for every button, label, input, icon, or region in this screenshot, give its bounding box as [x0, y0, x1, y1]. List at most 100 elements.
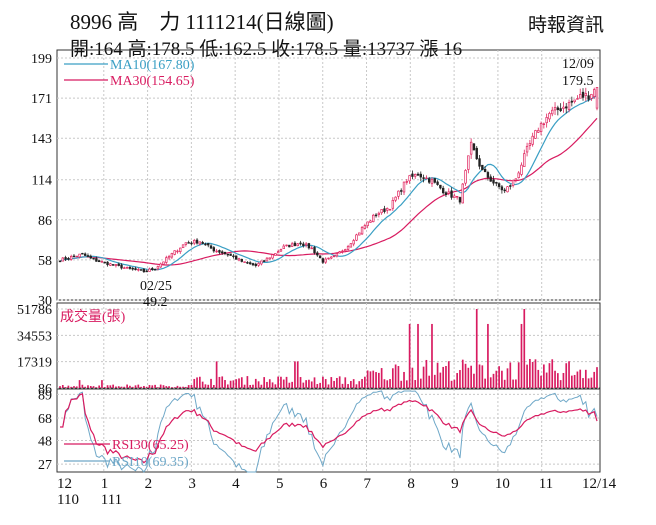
candle-body: [422, 177, 425, 179]
volume-bar: [70, 386, 73, 388]
low-date-label: 02/25: [140, 279, 172, 294]
volume-bar: [140, 386, 142, 388]
volume-bar: [179, 386, 182, 388]
candle-body: [525, 145, 529, 153]
volume-bar: [383, 379, 386, 388]
volume-bar: [260, 384, 263, 388]
candle-body: [120, 264, 123, 269]
candle-body: [453, 195, 456, 199]
volume-bar: [366, 370, 369, 388]
volume-bar: [495, 370, 498, 388]
volume-bar: [187, 385, 190, 388]
candle-body: [139, 269, 143, 271]
volume-bar: [453, 379, 456, 388]
candle-body: [109, 263, 112, 266]
volume-bar: [288, 382, 291, 388]
candle-body: [131, 267, 134, 270]
volume-bar: [145, 386, 148, 388]
rsi-tick-label: 68: [38, 412, 52, 427]
high-value-label: 179.5: [562, 74, 594, 89]
volume-bar: [386, 380, 389, 388]
x-tick-label: 4: [232, 476, 240, 492]
candle-body: [190, 242, 193, 245]
candle-body: [167, 256, 171, 259]
volume-bar: [316, 384, 319, 388]
volume-bar: [319, 382, 321, 388]
volume-bar: [299, 377, 302, 388]
legend-label-0: MA10(167.80): [110, 58, 195, 73]
rsi30-line: [60, 392, 598, 464]
x-tick-label: 8: [407, 476, 415, 492]
volume-tick-label: 17319: [17, 356, 52, 371]
candle-body: [223, 251, 227, 254]
volume-bar: [534, 359, 537, 388]
volume-bar: [171, 387, 173, 388]
volume-bar: [73, 386, 75, 388]
candle-body: [310, 247, 313, 250]
volume-bar: [433, 374, 436, 388]
volume-bar: [400, 380, 403, 388]
candle-body: [425, 177, 428, 180]
candle-body: [304, 243, 308, 246]
volume-bar: [120, 386, 123, 388]
volume-bar: [143, 385, 145, 388]
candle-body: [455, 195, 459, 198]
volume-bar: [333, 380, 335, 388]
volume-bar: [405, 380, 408, 388]
candle-body: [344, 249, 347, 252]
volume-bar: [422, 366, 425, 388]
candle-body: [553, 107, 557, 111]
price-tick-label: 86: [38, 214, 52, 229]
candle-body: [290, 243, 294, 247]
candle-body: [137, 269, 140, 271]
volume-bar: [450, 380, 453, 388]
volume-bar: [296, 361, 299, 388]
candle-body: [486, 172, 490, 178]
candle-body: [218, 250, 221, 253]
candle-body: [595, 87, 599, 109]
volume-bar: [369, 371, 372, 388]
candle-body: [570, 100, 574, 103]
candle-body: [195, 239, 199, 244]
rsi-legend-label-0: RSI30(65.25): [112, 438, 189, 453]
candle-body: [285, 244, 288, 247]
volume-bar: [291, 381, 293, 388]
rsi-tick-label: 27: [38, 458, 52, 473]
volume-bar: [498, 366, 500, 388]
candle-body: [593, 89, 596, 97]
volume-bar: [87, 385, 89, 388]
x-tick-label: 6: [320, 476, 328, 492]
volume-bar: [271, 382, 274, 388]
chart-title: 8996 高 力 1111214(日線圖): [70, 10, 334, 34]
volume-bar: [593, 371, 596, 388]
volume-bar: [232, 380, 235, 388]
rsi-tick-label: 48: [38, 435, 52, 450]
candle-body: [341, 250, 344, 253]
volume-bar: [313, 377, 316, 388]
volume-bar: [240, 377, 243, 388]
volume-bar: [95, 387, 98, 388]
candle-body: [450, 190, 453, 198]
volume-bar: [509, 362, 512, 388]
volume-bar: [377, 372, 380, 388]
volume-bar: [198, 376, 201, 388]
candle-body: [358, 232, 361, 236]
candle-body: [265, 257, 269, 262]
x-year-label: 111: [101, 492, 122, 508]
volume-bar: [129, 385, 131, 388]
volume-bar: [579, 369, 582, 388]
x-tick-label: 9: [451, 476, 459, 492]
volume-bar: [372, 370, 375, 388]
candle-body: [193, 240, 196, 244]
candle-body: [128, 266, 132, 269]
volume-bar: [529, 358, 531, 388]
volume-bar: [375, 372, 377, 388]
candle-body: [369, 220, 372, 223]
x-tick-label: 7: [364, 476, 372, 492]
price-tick-label: 30: [38, 294, 52, 309]
panel-frame-0: [56, 49, 601, 301]
price-tick-label: 114: [32, 174, 52, 189]
candle-body: [69, 256, 73, 260]
candle-body: [489, 176, 492, 182]
candle-body: [179, 247, 182, 253]
